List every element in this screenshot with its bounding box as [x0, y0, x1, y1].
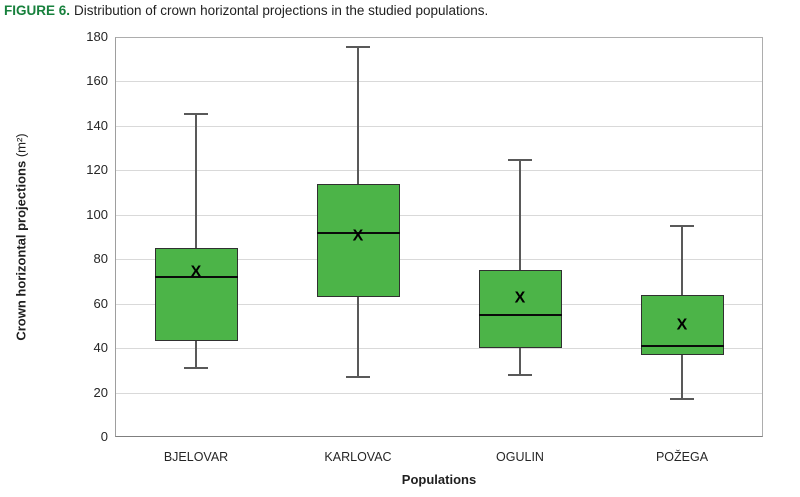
- y-tick-label-180: 180: [86, 29, 108, 44]
- gridline-y-60: [116, 303, 762, 305]
- y-tick-label-160: 160: [86, 73, 108, 89]
- plot-area: [115, 37, 763, 437]
- gridline-y-140: [116, 125, 762, 127]
- whisker-cap-top-KARLOVAC: [346, 46, 370, 48]
- figure-caption-text: Distribution of crown horizontal project…: [74, 3, 489, 18]
- median-OGULIN: [478, 313, 562, 316]
- y-tick-label-120: 120: [86, 162, 108, 178]
- y-tick-label-0: 0: [100, 429, 108, 444]
- whisker-cap-bottom-BJELOVAR: [184, 367, 208, 370]
- gridline-y-20: [116, 392, 762, 394]
- gridline-y-100: [116, 214, 762, 216]
- gridline-y-120: [116, 170, 762, 172]
- y-axis-title: Crown horizontal projections (m²): [14, 133, 29, 340]
- whisker-cap-top-OGULIN: [508, 159, 532, 162]
- whisker-cap-top-BJELOVAR: [184, 112, 208, 115]
- figure-label: FIGURE 6.: [4, 3, 71, 18]
- figure-caption: FIGURE 6. Distribution of crown horizonta…: [4, 3, 488, 18]
- mean-marker-KARLOVAC: X: [352, 227, 364, 245]
- whisker-cap-bottom-POŽEGA: [670, 398, 694, 401]
- x-category-label-OGULIN: OGULIN: [496, 450, 544, 464]
- whisker-BJELOVAR: [195, 113, 197, 369]
- x-category-label-POŽEGA: POŽEGA: [655, 450, 709, 464]
- median-POŽEGA: [640, 344, 724, 347]
- box-KARLOVAC: [316, 183, 400, 297]
- whisker-cap-bottom-KARLOVAC: [346, 376, 370, 378]
- y-tick-label-100: 100: [86, 206, 108, 222]
- median-BJELOVAR: [154, 276, 238, 278]
- y-tick-label-140: 140: [86, 117, 108, 133]
- median-KARLOVAC: [316, 231, 400, 234]
- whisker-OGULIN: [519, 160, 521, 375]
- mean-marker-BJELOVAR: X: [190, 263, 202, 281]
- y-tick-label-20: 20: [93, 384, 108, 400]
- x-category-label-KARLOVAC: KARLOVAC: [324, 450, 392, 464]
- whisker-cap-top-POŽEGA: [670, 224, 694, 227]
- gridline-y-40: [116, 348, 762, 350]
- y-tick-label-40: 40: [93, 340, 108, 356]
- box-BJELOVAR: [154, 248, 238, 342]
- mean-marker-OGULIN: X: [514, 289, 526, 307]
- y-tick-label-60: 60: [93, 295, 108, 311]
- y-tick-label-80: 80: [93, 251, 108, 267]
- whisker-cap-bottom-OGULIN: [508, 373, 532, 376]
- y-axis-title-text: Crown horizontal projections: [13, 160, 29, 341]
- gridline-y-80: [116, 259, 762, 261]
- x-axis-title: Populations: [401, 472, 477, 487]
- mean-marker-POŽEGA: X: [676, 316, 688, 334]
- box-POŽEGA: [640, 294, 724, 355]
- y-axis-title-unit: (m²): [13, 133, 29, 158]
- box-OGULIN: [478, 270, 562, 349]
- gridline-y-160: [116, 81, 762, 83]
- x-category-label-BJELOVAR: BJELOVAR: [163, 450, 229, 464]
